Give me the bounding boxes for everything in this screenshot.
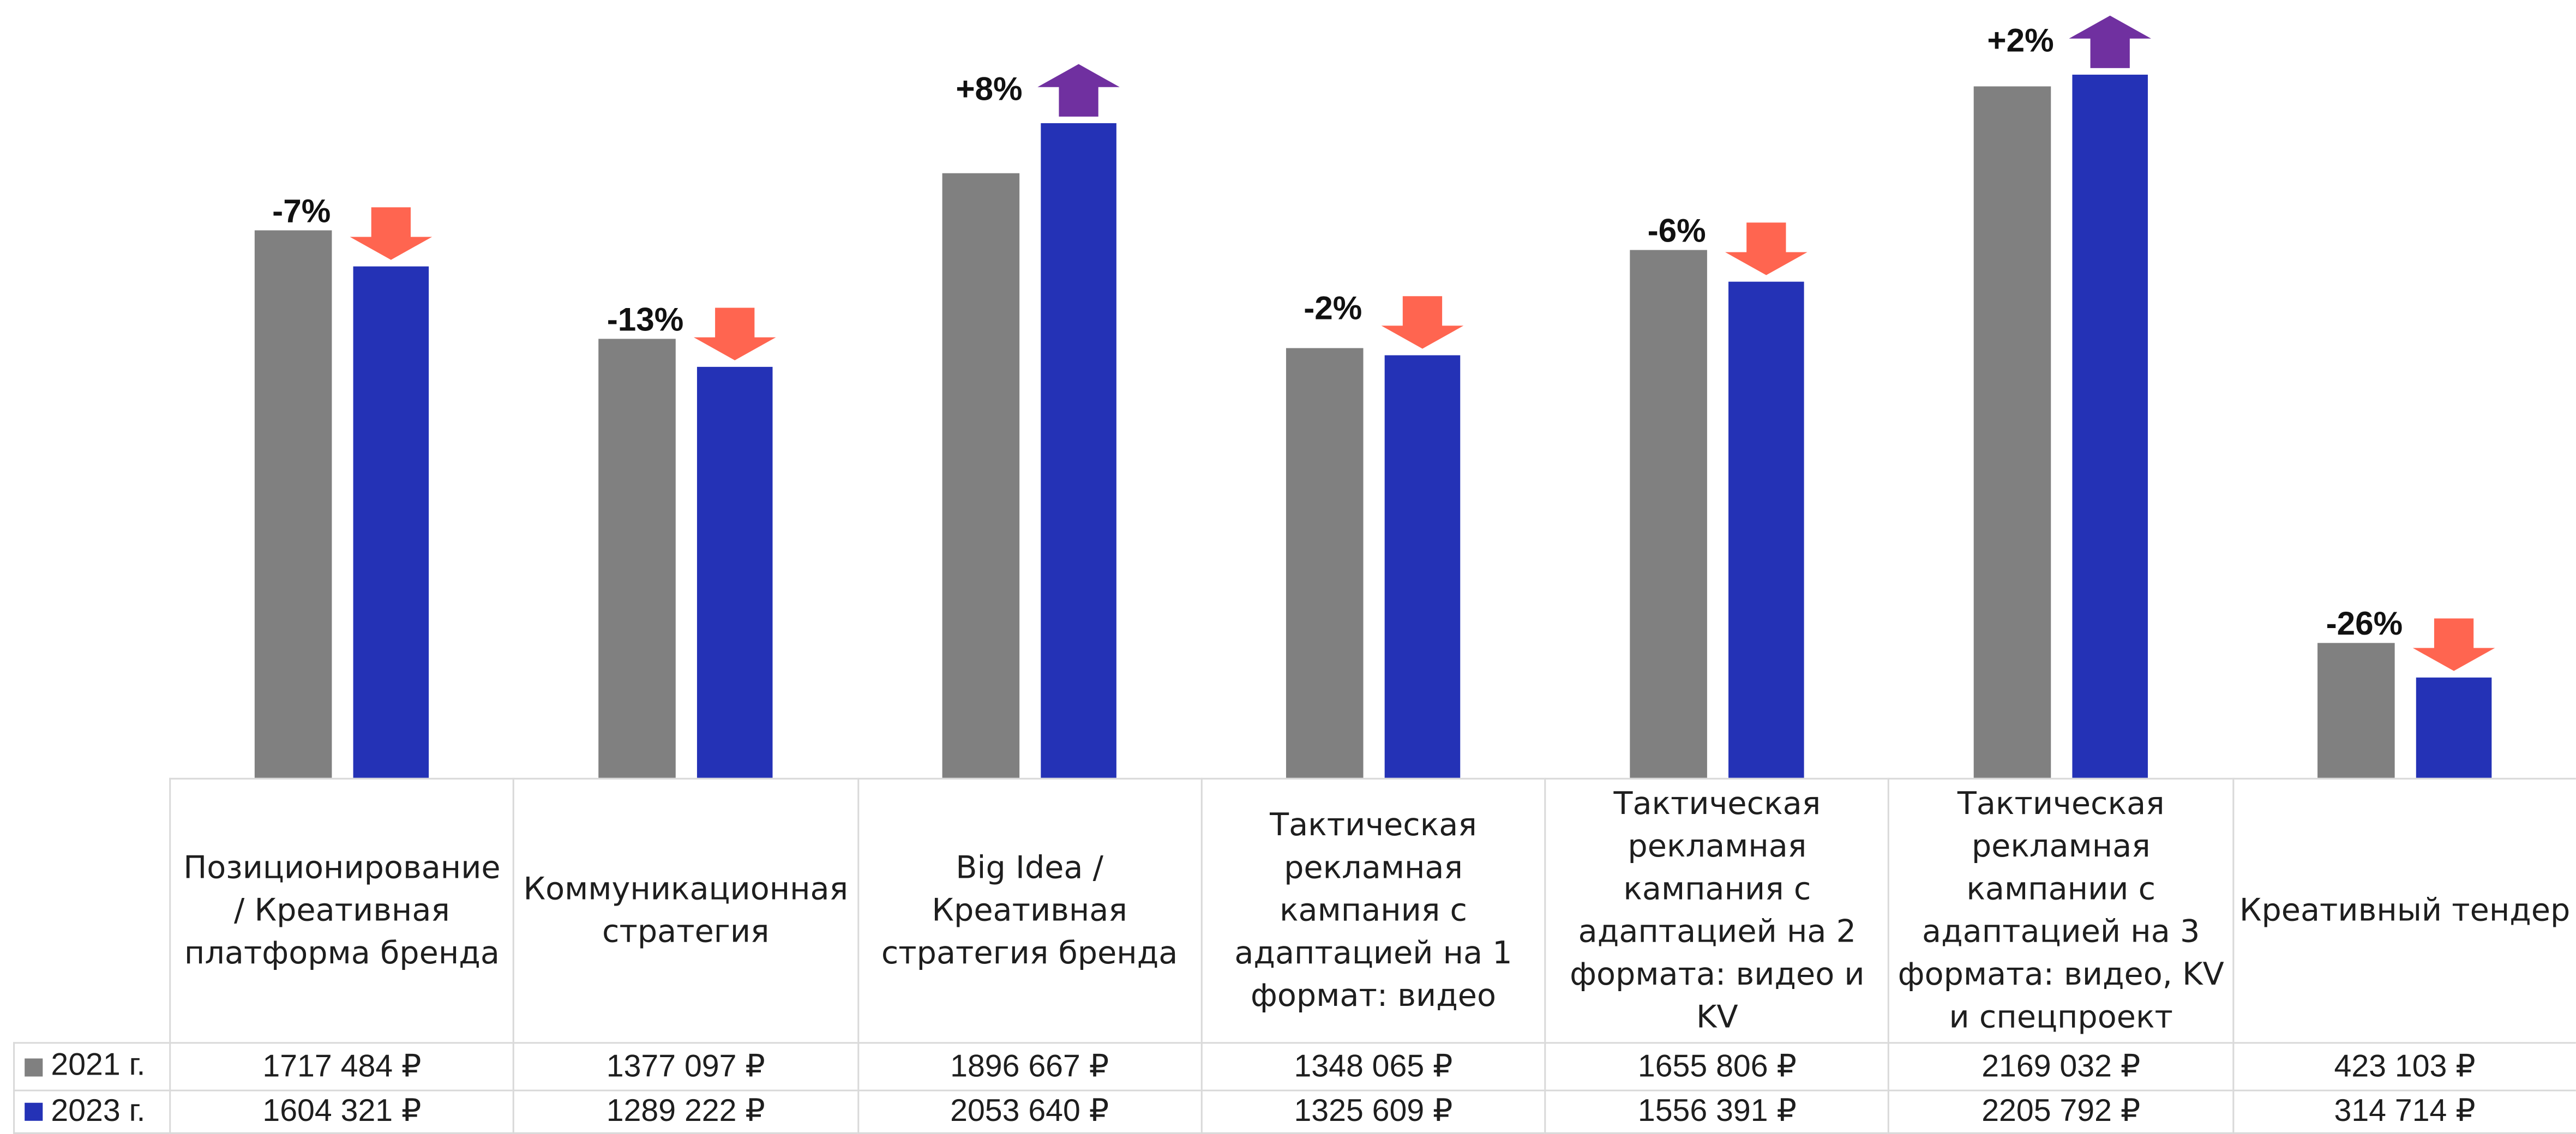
legend-item-2023: 2023 г. (13, 1089, 170, 1134)
value-2023-7: 314 714 ₽ (2232, 1089, 2576, 1134)
category-label-5: Тактическая рекламная кампания с адаптац… (1544, 777, 1889, 1042)
value-2021-4: 1348 065 ₽ (1200, 1042, 1545, 1090)
bar-chart: -7% -13% +8% -2% -6% +2% -26% (254, 15, 2495, 778)
category-group-1: -7% (254, 192, 433, 778)
change-label-7: -26% (2326, 605, 2403, 642)
bar-2023-2 (696, 366, 773, 778)
bar-2023-7 (2416, 677, 2492, 778)
value-2021-5: 1655 806 ₽ (1544, 1042, 1889, 1090)
category-label-3: Big Idea / Креативная стратегия бренда (856, 777, 1201, 1042)
legend-label-2021: 2021 г. (51, 1048, 146, 1083)
value-2021-7: 423 103 ₽ (2232, 1042, 2576, 1090)
value-2023-1: 1604 321 ₽ (169, 1089, 513, 1134)
category-group-2: -13% (598, 300, 776, 778)
arrow-down-icon (693, 307, 776, 360)
legend-swatch-2023 (25, 1102, 43, 1121)
category-label-6: Тактическая рекламная кампании с адаптац… (1888, 777, 2232, 1042)
change-label-6: +2% (1987, 22, 2053, 59)
table-corner (13, 778, 169, 1042)
change-label-3: +8% (956, 70, 1022, 107)
bar-2021-3 (942, 173, 1020, 778)
bar-2021-5 (1630, 250, 1707, 778)
change-label-5: -6% (1648, 212, 1706, 249)
bar-2023-4 (1384, 355, 1461, 778)
category-label-7: Креативный тендер (2232, 777, 2576, 1042)
legend-item-2021: 2021 г. (13, 1042, 170, 1090)
arrow-down-icon (2412, 618, 2495, 671)
bar-2021-1 (254, 230, 332, 778)
value-2023-4: 1325 609 ₽ (1200, 1089, 1545, 1134)
category-group-6: +2% (1973, 15, 2151, 778)
value-2021-3: 1896 667 ₽ (856, 1042, 1201, 1090)
category-group-7: -26% (2317, 605, 2495, 778)
bar-2023-1 (353, 266, 429, 778)
bar-2023-3 (1041, 123, 1116, 778)
bar-2021-4 (1286, 348, 1364, 778)
value-2021-1: 1717 484 ₽ (169, 1042, 513, 1090)
category-label-4: Тактическая рекламная кампания с адаптац… (1200, 777, 1545, 1042)
legend-label-2023: 2023 г. (51, 1094, 146, 1129)
change-label-1: -7% (272, 192, 331, 229)
category-label-2: Коммуникационная стратегия (513, 777, 857, 1042)
arrow-down-icon (1725, 222, 1808, 275)
category-group-4: -2% (1286, 289, 1464, 778)
bar-2023-5 (1728, 281, 1804, 778)
arrow-up-icon (2069, 15, 2151, 68)
change-label-2: -13% (607, 300, 684, 337)
value-2021-6: 2169 032 ₽ (1888, 1042, 2232, 1090)
value-2023-2: 1289 222 ₽ (513, 1089, 857, 1134)
bar-2021-2 (598, 339, 676, 778)
value-2023-5: 1556 391 ₽ (1544, 1089, 1889, 1134)
category-label-1: Позиционирование / Креативная платформа … (169, 777, 513, 1042)
value-2023-3: 2053 640 ₽ (856, 1089, 1201, 1134)
legend-swatch-2021 (25, 1057, 43, 1076)
category-group-5: -6% (1630, 212, 1808, 778)
arrow-down-icon (1381, 296, 1464, 349)
bar-2021-7 (2317, 643, 2395, 778)
value-2023-6: 2205 792 ₽ (1888, 1089, 2232, 1134)
change-label-4: -2% (1304, 289, 1362, 326)
bar-2023-6 (2072, 74, 2148, 778)
category-group-3: +8% (942, 64, 1120, 778)
value-2021-2: 1377 097 ₽ (513, 1042, 857, 1090)
arrow-down-icon (350, 207, 433, 260)
bar-2021-6 (1973, 86, 2051, 778)
arrow-up-icon (1037, 64, 1120, 117)
data-table: Позиционирование / Креативная платформа … (13, 777, 2576, 1134)
